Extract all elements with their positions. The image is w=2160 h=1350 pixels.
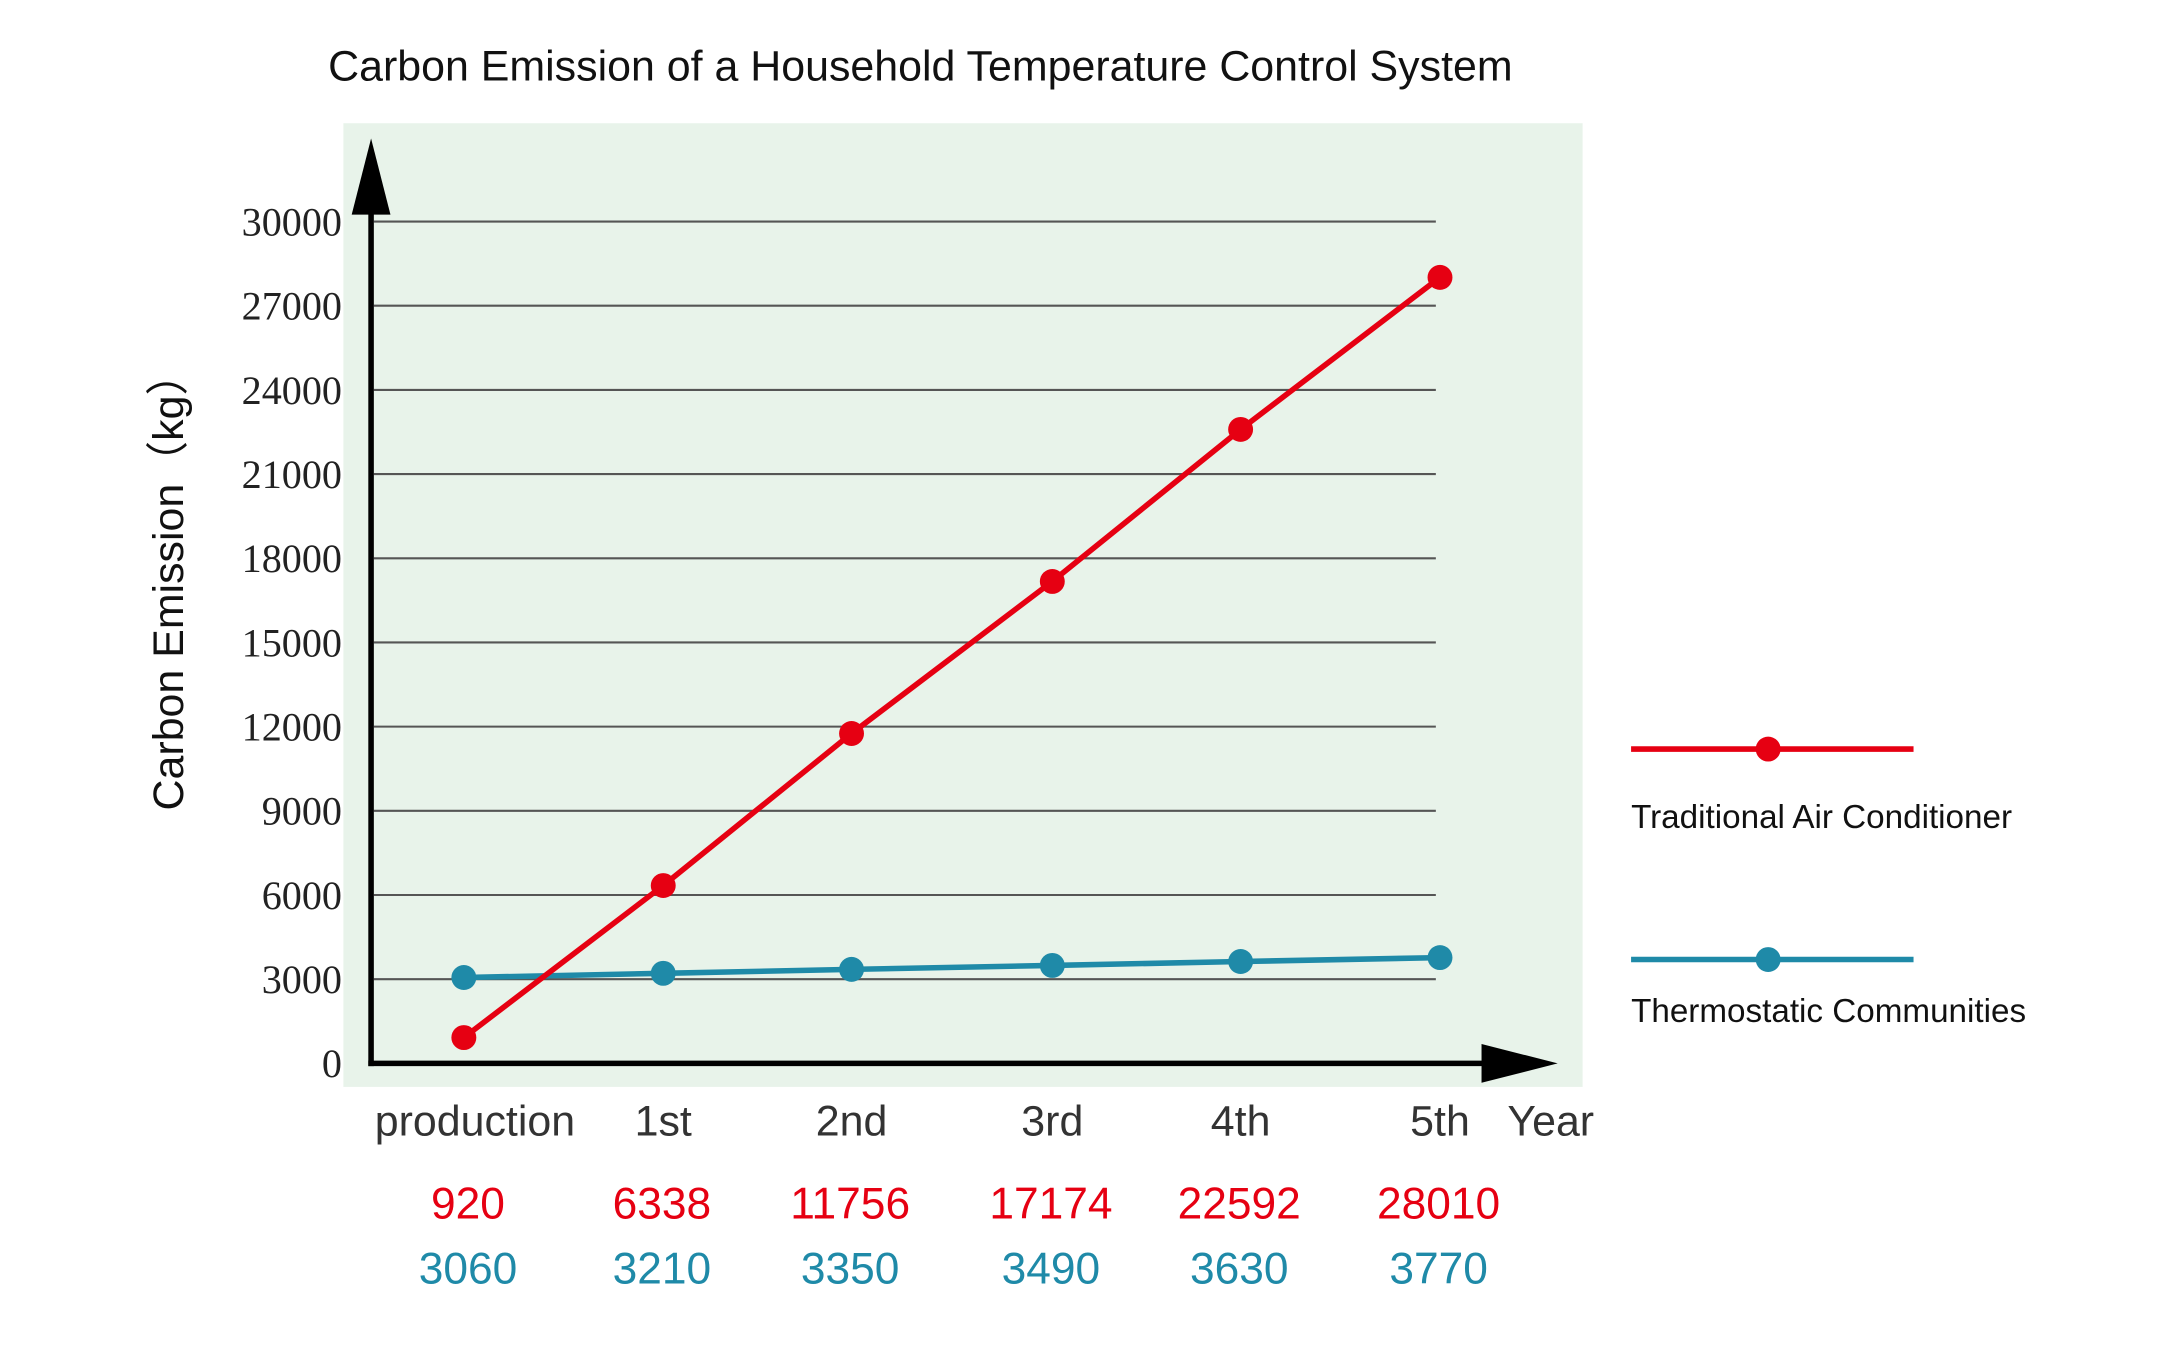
x-axis-label: Year — [1507, 1097, 1594, 1145]
legend-marker — [1755, 947, 1781, 972]
data-point — [839, 721, 864, 746]
legend-item: Traditional Air Conditioner — [1631, 736, 2012, 836]
x-tick-label: 5th — [1410, 1097, 1470, 1145]
data-value-label: 3770 — [1389, 1245, 1488, 1294]
y-tick-label: 27000 — [242, 284, 342, 329]
plot-background — [343, 123, 1583, 1087]
x-tick-label: 4th — [1211, 1097, 1271, 1145]
data-value-label: 3210 — [613, 1245, 712, 1294]
legend-item: Thermostatic Communities — [1631, 947, 2026, 1030]
data-point — [1228, 949, 1254, 974]
y-axis-arrow — [351, 138, 391, 215]
series-1 — [451, 945, 1453, 990]
data-value-label: 11756 — [790, 1179, 910, 1228]
data-point — [650, 873, 676, 898]
x-tick-label: 2nd — [816, 1097, 888, 1145]
y-axis-label: Carbon Emission（kg） — [145, 353, 193, 811]
data-value-label: 3490 — [1002, 1245, 1101, 1294]
data-value-label: 3060 — [419, 1245, 518, 1294]
data-point — [451, 1025, 477, 1051]
y-tick-label: 18000 — [242, 536, 342, 581]
data-value-label: 3350 — [801, 1245, 900, 1294]
y-tick-label: 24000 — [242, 368, 342, 413]
y-tick-label: 9000 — [262, 789, 342, 834]
data-point — [1228, 416, 1254, 442]
y-tick-label: 6000 — [262, 873, 342, 918]
data-value-label: 28010 — [1377, 1179, 1500, 1228]
y-tick-label: 0 — [322, 1041, 342, 1086]
series-0 — [451, 264, 1453, 1051]
data-point — [451, 965, 477, 990]
data-point — [650, 960, 676, 986]
legend-label: Traditional Air Conditioner — [1631, 799, 2012, 836]
y-tick-label: 30000 — [242, 199, 342, 244]
x-tick-label: production — [375, 1097, 575, 1145]
legend-marker — [1755, 736, 1781, 762]
data-point — [839, 956, 864, 982]
data-value-label: 6338 — [613, 1179, 712, 1228]
y-tick-label: 12000 — [242, 704, 342, 749]
data-point — [1039, 952, 1065, 978]
x-axis-arrow — [1481, 1044, 1558, 1083]
x-tick-label: 1st — [635, 1097, 692, 1145]
y-tick-label: 15000 — [242, 620, 342, 665]
series-line — [463, 954, 1441, 981]
data-point — [1427, 264, 1453, 290]
series-line — [462, 275, 1442, 1040]
data-value-label: 3630 — [1190, 1245, 1289, 1294]
data-point — [1039, 568, 1065, 594]
data-point — [1427, 945, 1453, 971]
data-value-label: 17174 — [989, 1179, 1112, 1228]
x-tick-label: 3rd — [1021, 1097, 1083, 1145]
data-value-label: 22592 — [1178, 1179, 1301, 1228]
data-value-label: 920 — [431, 1179, 505, 1228]
y-tick-label: 3000 — [262, 957, 342, 1002]
chart-title: Carbon Emission of a Household Temperatu… — [328, 42, 1512, 90]
y-tick-label: 21000 — [242, 452, 342, 497]
legend-label: Thermostatic Communities — [1631, 993, 2026, 1030]
